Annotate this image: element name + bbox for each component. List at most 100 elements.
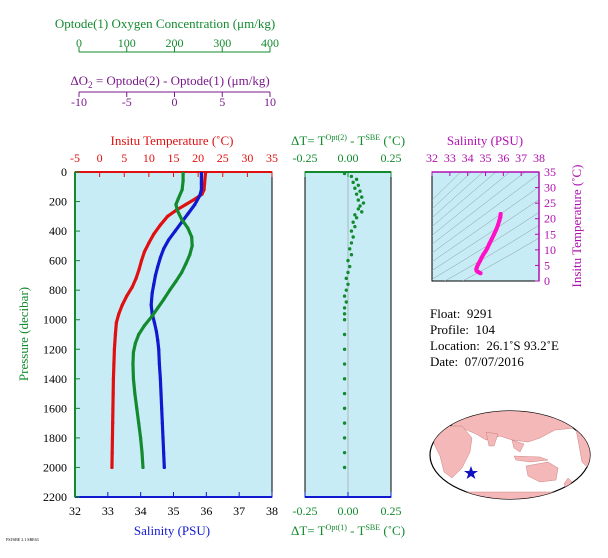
delta-t-bottom-label: ΔT= TOpt(1) - TSBE (˚C) bbox=[291, 523, 405, 538]
temperature-point bbox=[184, 202, 188, 207]
temperature-point bbox=[203, 171, 208, 176]
temperature-point bbox=[120, 303, 124, 307]
delta-t-point bbox=[356, 198, 361, 202]
temperature-tick-label: 15 bbox=[168, 151, 180, 165]
temperature-tick-label: -5 bbox=[70, 151, 80, 165]
delta-t-top-mid: - T bbox=[347, 133, 366, 148]
temperature-tick-label: 5 bbox=[121, 151, 127, 165]
oxygen-point bbox=[180, 188, 184, 192]
temperature-tick-label: 25 bbox=[217, 151, 229, 165]
delta-t-point bbox=[348, 247, 352, 251]
salinity-tick-label: 35 bbox=[168, 504, 180, 518]
salinity-point bbox=[199, 182, 204, 186]
oxygen-point bbox=[135, 406, 139, 410]
oxygen-point bbox=[181, 171, 185, 176]
delta-t-point bbox=[353, 186, 357, 190]
temperature-point bbox=[158, 223, 162, 227]
delta-t-point bbox=[342, 312, 347, 316]
land-africa bbox=[433, 425, 473, 479]
temperature-axis-title: Insitu Temperature (˚C) bbox=[110, 133, 233, 148]
delta-t-point bbox=[344, 288, 348, 292]
ts-series bbox=[474, 212, 503, 276]
oxygen-tick-label: 300 bbox=[213, 36, 231, 50]
salinity-tick-label: 33 bbox=[102, 504, 114, 518]
delta-t-top-prefix: ΔT= T bbox=[291, 133, 326, 148]
salinity-point bbox=[199, 188, 204, 192]
delta-o2-tick-label: 0 bbox=[172, 95, 178, 109]
pressure-tick-label: 400 bbox=[49, 224, 67, 238]
temperature-point bbox=[147, 241, 151, 245]
salinity-point bbox=[160, 406, 164, 410]
salinity-point bbox=[161, 436, 165, 440]
land-southeast-asia bbox=[511, 439, 525, 453]
oxygen-point bbox=[142, 324, 147, 328]
oxygen-point bbox=[190, 244, 194, 248]
temperature-tick-label: 35 bbox=[266, 151, 278, 165]
info-date-label: Date: bbox=[430, 354, 459, 369]
delta-t-bottom-suffix: (˚C) bbox=[380, 523, 405, 538]
delta-t-bottom-tick-label: 0.25 bbox=[381, 504, 402, 518]
float-location-marker bbox=[464, 466, 478, 479]
salinity-tick-label: 37 bbox=[233, 504, 245, 518]
salinity-point bbox=[166, 238, 171, 242]
salinity-axis-title: Salinity (PSU) bbox=[134, 523, 210, 538]
pressure-tick-label: 1200 bbox=[43, 342, 67, 356]
ts-salinity-tick-label: 32 bbox=[426, 151, 438, 165]
temperature-point bbox=[112, 347, 116, 351]
delta-o2-tick-label: -5 bbox=[122, 95, 132, 109]
oxygen-point bbox=[180, 217, 184, 221]
temperature-point bbox=[111, 406, 115, 410]
salinity-point bbox=[149, 303, 153, 307]
temperature-point bbox=[203, 176, 207, 180]
oxygen-point bbox=[174, 202, 178, 207]
delta-o2-axis-title: ΔO2 = Optode(2) - Optode(1) (μm/kg) bbox=[70, 73, 269, 90]
temperature-point bbox=[152, 232, 156, 236]
delta-t-point bbox=[354, 192, 359, 196]
ts-point bbox=[498, 212, 503, 217]
ts-temp-tick-label: 30 bbox=[544, 181, 556, 195]
temperature-point bbox=[137, 267, 141, 272]
info-float-value: 9291 bbox=[466, 306, 493, 321]
oxygen-point bbox=[184, 261, 188, 266]
delta-t-axis-ticks: -0.25 0.00 0.25 -0.25 0.00 0.25 bbox=[293, 151, 402, 518]
ts-point bbox=[476, 261, 481, 266]
temperature-point bbox=[110, 436, 115, 440]
footer-tag: FSI/SBE 2.1 SBE63 bbox=[6, 537, 39, 542]
temperature-point bbox=[111, 391, 115, 396]
delta-t-point bbox=[342, 347, 347, 351]
delta-t-point bbox=[342, 436, 347, 440]
salinity-tick-label: 38 bbox=[266, 504, 278, 518]
oxygen-point bbox=[133, 391, 137, 396]
ts-temp-tick-label: 5 bbox=[544, 258, 550, 272]
temperature-point bbox=[114, 321, 118, 325]
oxygen-point bbox=[137, 421, 141, 425]
delta-t-series bbox=[342, 171, 366, 470]
ts-temp-tick-label: 15 bbox=[544, 227, 556, 241]
delta-t-bottom-sup1: Opt(1) bbox=[326, 523, 348, 532]
delta-t-point bbox=[349, 174, 354, 179]
pressure-tick-label: 600 bbox=[49, 254, 67, 268]
pressure-tick-label: 1600 bbox=[43, 401, 67, 415]
pressure-axis-ticks: 0 200 400 600 800 1000 1200 1400 1600 1800 2000 220… bbox=[43, 165, 80, 504]
delta-t-point bbox=[342, 294, 347, 298]
delta-t-top-tick-label: 0.25 bbox=[381, 151, 402, 165]
temperature-point bbox=[111, 377, 116, 381]
ts-point bbox=[497, 218, 502, 223]
delta-t-point bbox=[358, 204, 362, 208]
ts-panel-background bbox=[431, 171, 540, 282]
delta-t-top-sup2: SBE bbox=[365, 133, 380, 142]
main-panel-background bbox=[74, 171, 273, 498]
salinity-point bbox=[193, 202, 197, 207]
info-date-value: 07/07/2016 bbox=[464, 354, 524, 369]
delta-t-point bbox=[354, 216, 359, 220]
ts-isopycnal bbox=[444, 224, 539, 281]
ts-isopycnal bbox=[432, 172, 526, 245]
pressure-tick-label: 1000 bbox=[43, 313, 67, 327]
ts-salinity-tick-label: 33 bbox=[444, 151, 456, 165]
ts-isopycnal bbox=[432, 172, 511, 236]
oxygen-point bbox=[133, 341, 137, 345]
ts-point bbox=[481, 252, 486, 257]
ts-point bbox=[492, 232, 497, 237]
ts-salinity-tick-label: 34 bbox=[462, 151, 474, 165]
delta-t-point bbox=[360, 195, 364, 199]
